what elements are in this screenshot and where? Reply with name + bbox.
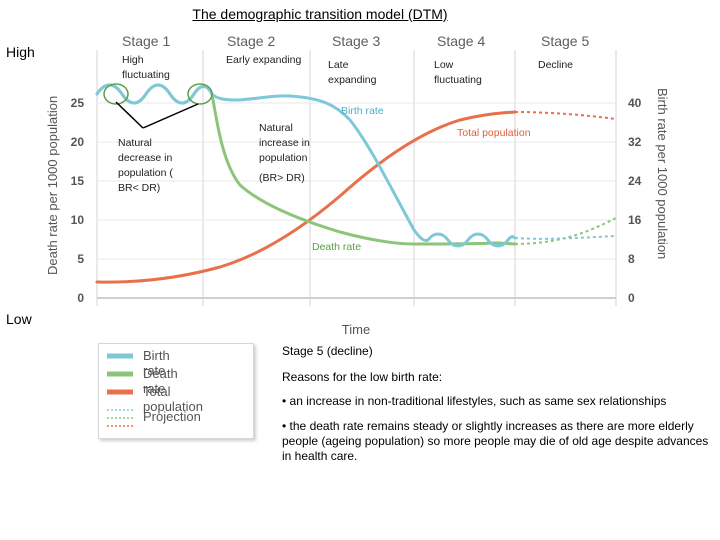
bullet-icon: • (282, 394, 287, 408)
left-axis-title: Death rate per 1000 population (45, 96, 60, 275)
legend: Birth rate Death rate Total population P… (98, 343, 254, 439)
reason-item: • the death rate remains steady or sligh… (282, 419, 712, 464)
birth-rate-line (95, 83, 517, 248)
right-tick: 8 (628, 252, 635, 266)
stage-4-header: Stage 4 (437, 33, 486, 49)
left-tick: 5 (77, 252, 84, 266)
birth-rate-label: Birth rate (341, 105, 384, 117)
total-population-label: Total population (457, 127, 531, 139)
death-rate-projection (514, 217, 617, 245)
stage-1-header: Stage 1 (122, 33, 171, 49)
left-tick: 15 (71, 174, 85, 188)
stage-4-note: Low fluctuating (434, 59, 482, 86)
total-population-line (95, 110, 517, 284)
stage-1-note: High fluctuating (122, 54, 170, 81)
legend-label: Birth rate (143, 348, 170, 378)
high-label: High (6, 44, 35, 60)
stage-2-note: Early expanding (226, 54, 302, 66)
stage-5-note: Decline (538, 59, 574, 71)
right-tick: 0 (628, 291, 635, 305)
reason-text: an increase in non-traditional lifestyle… (289, 394, 667, 408)
left-tick: 25 (71, 96, 85, 110)
left-tick: 10 (71, 213, 85, 227)
reasons-heading: Reasons for the low birth rate: (282, 370, 443, 384)
right-tick: 24 (628, 174, 642, 188)
x-axis-title: Time (342, 322, 370, 337)
br-gt-dr-note: (BR> DR) (259, 172, 305, 184)
right-tick: 40 (628, 96, 642, 110)
stage-5-header: Stage 5 (541, 33, 590, 49)
right-tick: 32 (628, 135, 642, 149)
arrow-line (115, 101, 144, 129)
arrow-line (142, 103, 199, 129)
low-label: Low (6, 311, 32, 327)
death-rate-label: Death rate (312, 241, 362, 253)
reason-item: • an increase in non-traditional lifesty… (282, 394, 702, 409)
legend-label: Death rate (143, 366, 178, 396)
page-title: The demographic transition model (DTM) (192, 6, 448, 22)
fluctuation-loop (103, 83, 129, 105)
bullet-icon: • (282, 419, 287, 433)
natural-increase-note: Natural increase in population (259, 122, 310, 164)
left-tick: 0 (77, 291, 84, 305)
natural-decrease-note: Natural decrease in population ( BR< DR) (118, 137, 173, 194)
stage-3-note: Late expanding (328, 59, 377, 86)
fluctuation-loop (187, 83, 213, 105)
birth-rate-projection (514, 235, 617, 240)
stage-5-heading: Stage 5 (decline) (282, 344, 373, 358)
stage-3-header: Stage 3 (332, 33, 381, 49)
right-tick: 16 (628, 213, 642, 227)
stage-2-header: Stage 2 (227, 33, 276, 49)
legend-label: Total population (143, 384, 203, 414)
legend-label: Projection (143, 409, 201, 424)
left-tick: 20 (71, 135, 85, 149)
right-axis-title: Birth rate per 1000 population (655, 88, 670, 259)
reason-text: the death rate remains steady or slightl… (282, 419, 709, 463)
total-population-projection (514, 111, 617, 120)
